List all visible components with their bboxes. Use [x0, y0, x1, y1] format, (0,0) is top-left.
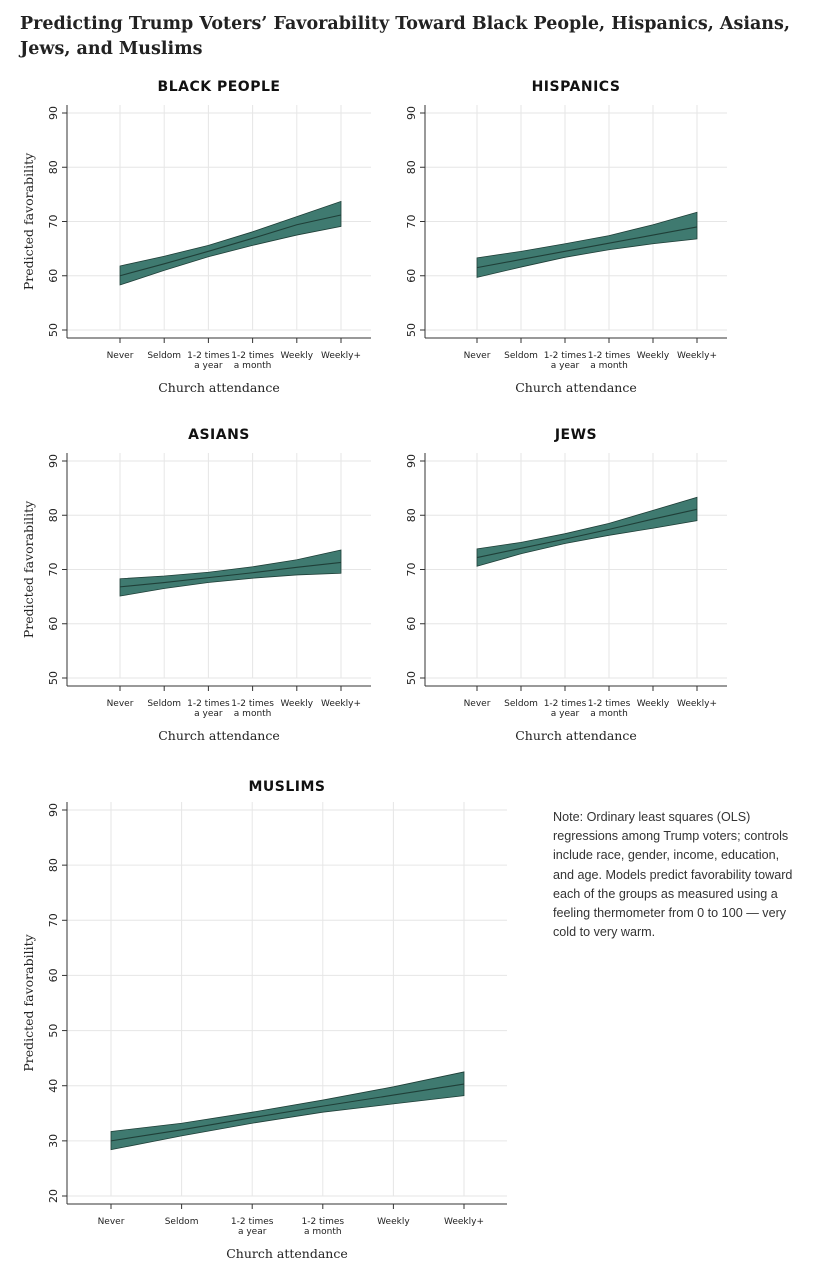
y-tick-label: 30 — [47, 1134, 60, 1148]
prediction-line — [119, 214, 342, 277]
y-axis-title: Predicted favorability — [21, 933, 36, 1071]
y-tick-label: 60 — [47, 968, 60, 982]
x-tick-label: Weekly+ — [677, 351, 717, 361]
x-tick-label: Seldom — [165, 1217, 199, 1227]
x-tick-label: Weekly+ — [444, 1217, 484, 1227]
y-tick-label: 50 — [405, 323, 418, 337]
y-tick-label: 50 — [47, 1024, 60, 1038]
y-tick-label: 80 — [47, 160, 60, 174]
x-tick-label: 1-2 times a year — [187, 351, 230, 371]
confidence-band — [476, 211, 698, 278]
x-tick-label: 1-2 times a year — [231, 1217, 274, 1237]
panel-title-jews: JEWS — [554, 427, 597, 443]
note-text: Note: Ordinary least squares (OLS) regre… — [553, 810, 793, 940]
y-tick-label: 70 — [47, 215, 60, 229]
y-tick-label: 70 — [47, 913, 60, 927]
y-tick-label: 70 — [405, 215, 418, 229]
x-tick-label: Never — [98, 1217, 125, 1227]
y-tick-label: 60 — [405, 617, 418, 631]
chart-hispanics: HISPANICS 50 60 70 80 90 Never Seldom 1-2 times a… — [405, 79, 727, 395]
y-tick-label: 80 — [47, 508, 60, 522]
y-tick-label: 70 — [405, 563, 418, 577]
chart-jews: JEWS 50 60 70 80 90 Never Seldom 1-2 times a year… — [405, 427, 727, 743]
panel-title-black-people: BLACK PEOPLE — [158, 79, 281, 95]
y-tick-label: 50 — [47, 671, 60, 685]
x-tick-label: Seldom — [147, 699, 181, 709]
prediction-line — [476, 508, 698, 559]
x-tick-label: Seldom — [504, 699, 538, 709]
chart-muslims: MUSLIMS 20 30 40 50 60 70 80 90 Never Seldom 1-2 ti… — [21, 779, 507, 1261]
panel-title-hispanics: HISPANICS — [532, 79, 621, 95]
x-tick-label: 1-2 times a month — [231, 351, 274, 371]
y-tick-label: 50 — [405, 671, 418, 685]
y-tick-label: 90 — [47, 803, 60, 817]
x-tick-label: 1-2 times a year — [187, 699, 230, 719]
x-tick-label: Never — [464, 351, 491, 361]
x-axis-title: Church attendance — [158, 728, 280, 743]
chart-black-people: BLACK PEOPLE 50 60 70 80 90 Never Seldom 1-2 tim… — [21, 79, 371, 395]
x-axis-title: Church attendance — [515, 380, 637, 395]
y-tick-label: 60 — [47, 617, 60, 631]
x-tick-label: Seldom — [147, 351, 181, 361]
x-tick-label: Weekly — [377, 1217, 410, 1227]
panel-title-muslims: MUSLIMS — [248, 779, 325, 795]
y-tick-label: 70 — [47, 563, 60, 577]
x-tick-label: Weekly — [637, 699, 670, 709]
y-tick-label: 90 — [47, 454, 60, 468]
x-tick-label: Never — [107, 699, 134, 709]
y-tick-label: 80 — [47, 858, 60, 872]
x-tick-label: 1-2 times a month — [302, 1217, 345, 1237]
x-axis-title: Church attendance — [515, 728, 637, 743]
panel-title-asians: ASIANS — [188, 427, 250, 443]
prediction-line — [119, 561, 342, 588]
page-title: Predicting Trump Voters’ Favorability To… — [20, 14, 790, 59]
x-tick-label: Never — [464, 699, 491, 709]
x-tick-label: Weekly+ — [677, 699, 717, 709]
y-tick-label: 20 — [47, 1189, 60, 1203]
y-axis-title: Predicted favorability — [21, 152, 36, 290]
x-tick-label: Never — [107, 351, 134, 361]
x-tick-label: Weekly+ — [321, 699, 361, 709]
confidence-band — [119, 200, 342, 286]
x-tick-label: 1-2 times a month — [588, 351, 631, 371]
y-tick-label: 60 — [47, 269, 60, 283]
x-tick-label: Weekly — [281, 351, 314, 361]
x-tick-label: 1-2 times a month — [588, 699, 631, 719]
y-tick-label: 90 — [47, 106, 60, 120]
confidence-band — [119, 549, 342, 597]
x-tick-label: Seldom — [504, 351, 538, 361]
prediction-line — [110, 1083, 465, 1142]
y-tick-label: 80 — [405, 508, 418, 522]
y-tick-label: 50 — [47, 323, 60, 337]
y-tick-label: 40 — [47, 1079, 60, 1093]
chart-asians: ASIANS 50 60 70 80 90 Never Seldom 1-2 times a ye… — [21, 427, 371, 743]
x-tick-label: 1-2 times a year — [544, 351, 587, 371]
y-tick-label: 80 — [405, 160, 418, 174]
y-tick-label: 90 — [405, 106, 418, 120]
prediction-line — [476, 226, 698, 269]
x-tick-label: 1-2 times a year — [544, 699, 587, 719]
y-tick-label: 60 — [405, 269, 418, 283]
x-tick-label: 1-2 times a month — [231, 699, 274, 719]
x-tick-label: Weekly — [637, 351, 670, 361]
y-axis-title: Predicted favorability — [21, 500, 36, 638]
x-axis-title: Church attendance — [226, 1246, 348, 1261]
confidence-band — [110, 1071, 465, 1151]
confidence-band — [476, 496, 698, 567]
x-tick-label: Weekly+ — [321, 351, 361, 361]
x-tick-label: Weekly — [281, 699, 314, 709]
y-tick-label: 90 — [405, 454, 418, 468]
x-axis-title: Church attendance — [158, 380, 280, 395]
